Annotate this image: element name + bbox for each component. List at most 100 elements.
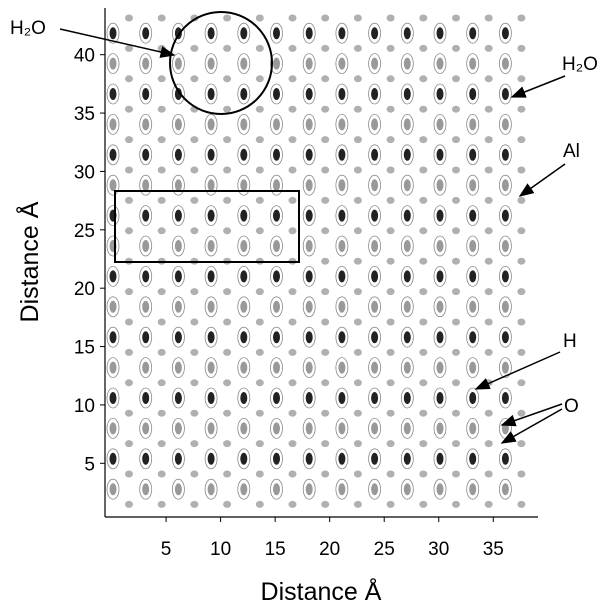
- contour: [433, 22, 447, 44]
- contour: [433, 296, 447, 318]
- lattice-dot: [255, 196, 264, 204]
- lattice-dot: [419, 288, 428, 296]
- contour: [237, 53, 251, 74]
- lattice-dot: [288, 44, 297, 52]
- x-tick-label: 15: [265, 539, 286, 560]
- lattice-dot: [419, 440, 428, 448]
- lattice-spot: [305, 422, 313, 435]
- contour: [498, 448, 512, 470]
- contour: [302, 387, 316, 409]
- lattice-dot: [484, 288, 493, 296]
- lattice-dot: [190, 500, 199, 508]
- lattice-dot: [353, 348, 362, 356]
- lattice-spot: [469, 27, 477, 40]
- lattice-spot: [338, 209, 346, 222]
- lattice-dot: [484, 75, 493, 83]
- lattice-spot: [174, 300, 182, 313]
- lattice-dot: [517, 288, 526, 296]
- lattice-spot: [501, 392, 509, 404]
- lattice-dot: [484, 14, 493, 22]
- lattice-spot: [207, 118, 215, 131]
- lattice-spot: [273, 270, 280, 283]
- lattice-spot: [436, 209, 444, 222]
- lattice-dot: [452, 379, 460, 387]
- lattice-dot: [517, 500, 526, 508]
- contour: [237, 83, 251, 105]
- contour: [466, 83, 480, 105]
- lattice-dot: [353, 136, 362, 144]
- contour: [237, 22, 251, 44]
- contour: [433, 235, 447, 257]
- lattice-dot: [288, 136, 297, 144]
- lattice-spot: [305, 331, 313, 344]
- lattice-spot: [371, 179, 379, 192]
- lattice-dot: [484, 257, 493, 265]
- contour: [204, 174, 218, 196]
- lattice-dot: [517, 257, 526, 265]
- lattice-spot: [436, 422, 444, 435]
- contour: [171, 357, 185, 379]
- lattice-spot: [240, 483, 248, 496]
- contour: [466, 296, 480, 318]
- y-tick-label: 40: [74, 46, 95, 67]
- contour: [302, 114, 316, 135]
- contour: [139, 144, 153, 166]
- lattice-spot: [273, 118, 280, 131]
- lattice-spot: [207, 27, 215, 40]
- lattice-dot: [484, 166, 493, 174]
- contour: [498, 478, 512, 500]
- contour: [139, 235, 153, 257]
- lattice-spot: [109, 88, 117, 100]
- lattice-dot: [452, 196, 460, 204]
- lattice-spot: [109, 270, 117, 283]
- lattice-spot: [403, 179, 411, 192]
- x-tick-label: 30: [428, 539, 449, 560]
- contour: [466, 174, 480, 196]
- contour: [171, 174, 185, 196]
- annotation: H: [563, 331, 577, 352]
- lattice-spot: [436, 300, 444, 313]
- contour: [498, 357, 512, 379]
- contour: [368, 83, 382, 105]
- contour: [204, 417, 218, 439]
- lattice-dot: [223, 196, 232, 204]
- contour: [204, 22, 218, 44]
- lattice-dot: [288, 105, 297, 113]
- lattice-spot: [469, 88, 477, 100]
- lattice-dot: [386, 318, 395, 326]
- contour: [106, 114, 120, 135]
- lattice-spot: [109, 392, 117, 404]
- lattice-dot: [223, 440, 232, 448]
- contour: [433, 114, 447, 135]
- contour: [400, 53, 414, 74]
- contour: [335, 144, 349, 166]
- lattice-dot: [190, 196, 199, 204]
- contour: [204, 296, 218, 318]
- lattice-spot: [305, 392, 313, 404]
- contour: [400, 205, 414, 227]
- lattice-spot: [338, 483, 346, 496]
- lattice-dot: [353, 379, 362, 387]
- contour: [204, 448, 218, 470]
- lattice-dot: [255, 318, 264, 326]
- lattice-spot: [240, 240, 248, 252]
- lattice-spot: [240, 270, 248, 283]
- lattice-spot: [109, 331, 117, 344]
- lattice-spot: [273, 57, 280, 70]
- lattice-spot: [371, 88, 379, 100]
- lattice-dot: [419, 44, 428, 52]
- annotation: H₂O: [562, 54, 598, 75]
- lattice-spot: [240, 331, 248, 344]
- lattice-spot: [403, 240, 411, 252]
- contour: [400, 296, 414, 318]
- lattice-spot: [305, 148, 313, 161]
- lattice-dot: [125, 288, 133, 296]
- lattice-spot: [142, 240, 150, 252]
- lattice-spot: [273, 148, 280, 161]
- lattice-dot: [321, 257, 330, 265]
- lattice-dot: [386, 348, 395, 356]
- lattice-spot: [273, 392, 280, 404]
- contour: [335, 53, 349, 74]
- y-tick-label: 30: [74, 162, 95, 183]
